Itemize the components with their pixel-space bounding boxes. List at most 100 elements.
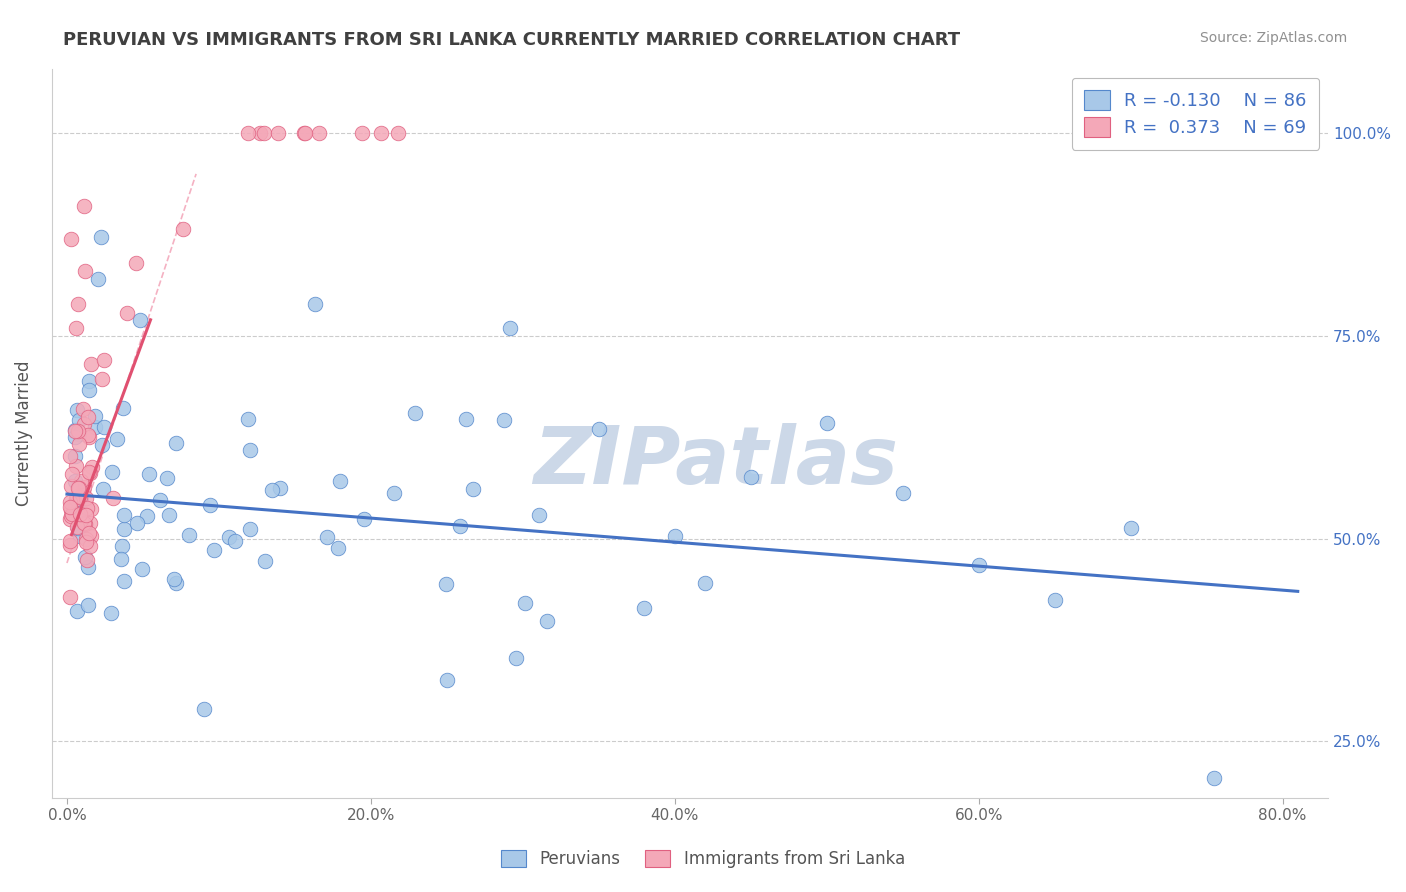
Point bbox=[111, 540, 134, 554]
Point bbox=[815, 416, 838, 430]
Point bbox=[172, 222, 194, 236]
Point bbox=[60, 503, 83, 517]
Point bbox=[79, 539, 101, 553]
Point bbox=[304, 296, 326, 310]
Point bbox=[695, 575, 717, 590]
Point bbox=[66, 481, 89, 495]
Legend: R = -0.130    N = 86, R =  0.373    N = 69: R = -0.130 N = 86, R = 0.373 N = 69 bbox=[1071, 78, 1319, 150]
Point bbox=[66, 604, 89, 618]
Point bbox=[91, 438, 114, 452]
Point bbox=[76, 559, 98, 574]
Point bbox=[73, 417, 96, 432]
Point bbox=[59, 511, 82, 525]
Text: ZIPatlas: ZIPatlas bbox=[533, 424, 898, 501]
Point bbox=[66, 520, 89, 534]
Point bbox=[93, 352, 115, 367]
Point bbox=[101, 465, 124, 479]
Point bbox=[449, 518, 471, 533]
Point bbox=[69, 529, 91, 543]
Point bbox=[67, 481, 90, 495]
Point bbox=[73, 516, 96, 530]
Point bbox=[136, 509, 159, 524]
Point bbox=[294, 127, 316, 141]
Point bbox=[80, 460, 103, 475]
Point bbox=[100, 606, 122, 620]
Point bbox=[60, 467, 83, 481]
Point bbox=[149, 493, 172, 508]
Point bbox=[131, 562, 153, 576]
Point bbox=[59, 591, 82, 605]
Point bbox=[112, 574, 135, 589]
Point bbox=[75, 532, 97, 546]
Point bbox=[891, 486, 914, 500]
Point bbox=[111, 401, 134, 415]
Point bbox=[588, 422, 610, 436]
Point bbox=[316, 530, 339, 544]
Point bbox=[93, 482, 115, 496]
Point bbox=[65, 492, 87, 507]
Point bbox=[65, 458, 87, 473]
Point bbox=[461, 483, 484, 497]
Point bbox=[239, 443, 262, 458]
Point bbox=[536, 614, 558, 628]
Point bbox=[370, 127, 392, 141]
Point bbox=[165, 436, 187, 450]
Point bbox=[67, 426, 90, 441]
Point bbox=[80, 501, 103, 516]
Point bbox=[76, 410, 98, 425]
Text: PERUVIAN VS IMMIGRANTS FROM SRI LANKA CURRENTLY MARRIED CORRELATION CHART: PERUVIAN VS IMMIGRANTS FROM SRI LANKA CU… bbox=[63, 31, 960, 49]
Point bbox=[66, 424, 89, 438]
Point bbox=[527, 508, 550, 522]
Point bbox=[157, 508, 180, 522]
Point bbox=[239, 522, 262, 536]
Point bbox=[73, 199, 96, 213]
Point bbox=[76, 500, 98, 515]
Point bbox=[253, 127, 276, 141]
Point bbox=[740, 470, 762, 484]
Point bbox=[115, 306, 138, 320]
Point bbox=[404, 406, 426, 420]
Point bbox=[84, 420, 107, 434]
Point bbox=[352, 127, 374, 141]
Point bbox=[254, 553, 277, 567]
Point bbox=[79, 466, 101, 480]
Point bbox=[59, 538, 82, 552]
Point bbox=[77, 383, 100, 397]
Point bbox=[83, 409, 105, 423]
Point bbox=[77, 525, 100, 540]
Point bbox=[63, 474, 86, 488]
Point bbox=[967, 558, 990, 573]
Point bbox=[505, 651, 527, 665]
Point bbox=[224, 533, 246, 548]
Point bbox=[204, 543, 226, 558]
Point bbox=[93, 420, 115, 434]
Point bbox=[77, 374, 100, 388]
Point bbox=[63, 424, 86, 438]
Point bbox=[1119, 521, 1142, 535]
Point bbox=[633, 600, 655, 615]
Point bbox=[1204, 771, 1226, 785]
Point bbox=[260, 483, 283, 498]
Point bbox=[60, 508, 83, 523]
Point bbox=[63, 501, 86, 516]
Point bbox=[434, 576, 457, 591]
Point bbox=[63, 424, 86, 438]
Point bbox=[267, 127, 290, 141]
Y-axis label: Currently Married: Currently Married bbox=[15, 360, 32, 506]
Point bbox=[59, 500, 82, 514]
Point bbox=[456, 412, 478, 426]
Point bbox=[125, 256, 148, 270]
Point bbox=[73, 517, 96, 532]
Point bbox=[59, 533, 82, 548]
Point bbox=[70, 513, 93, 527]
Point bbox=[308, 127, 330, 141]
Point bbox=[66, 489, 89, 503]
Point bbox=[59, 232, 82, 246]
Point bbox=[66, 296, 89, 310]
Point bbox=[75, 508, 97, 522]
Point bbox=[1043, 593, 1066, 607]
Point bbox=[79, 357, 101, 371]
Point bbox=[492, 413, 515, 427]
Point bbox=[436, 673, 458, 687]
Point bbox=[382, 486, 405, 500]
